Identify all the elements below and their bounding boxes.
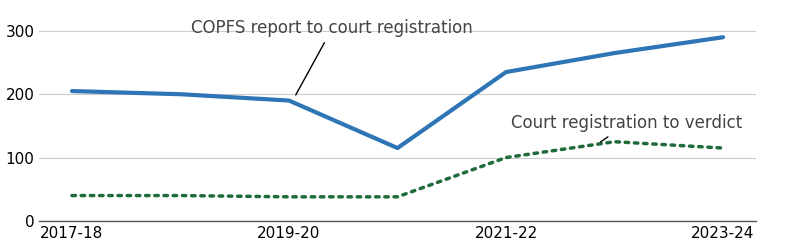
Text: COPFS report to court registration: COPFS report to court registration	[192, 20, 473, 95]
Text: Court registration to verdict: Court registration to verdict	[512, 115, 743, 142]
